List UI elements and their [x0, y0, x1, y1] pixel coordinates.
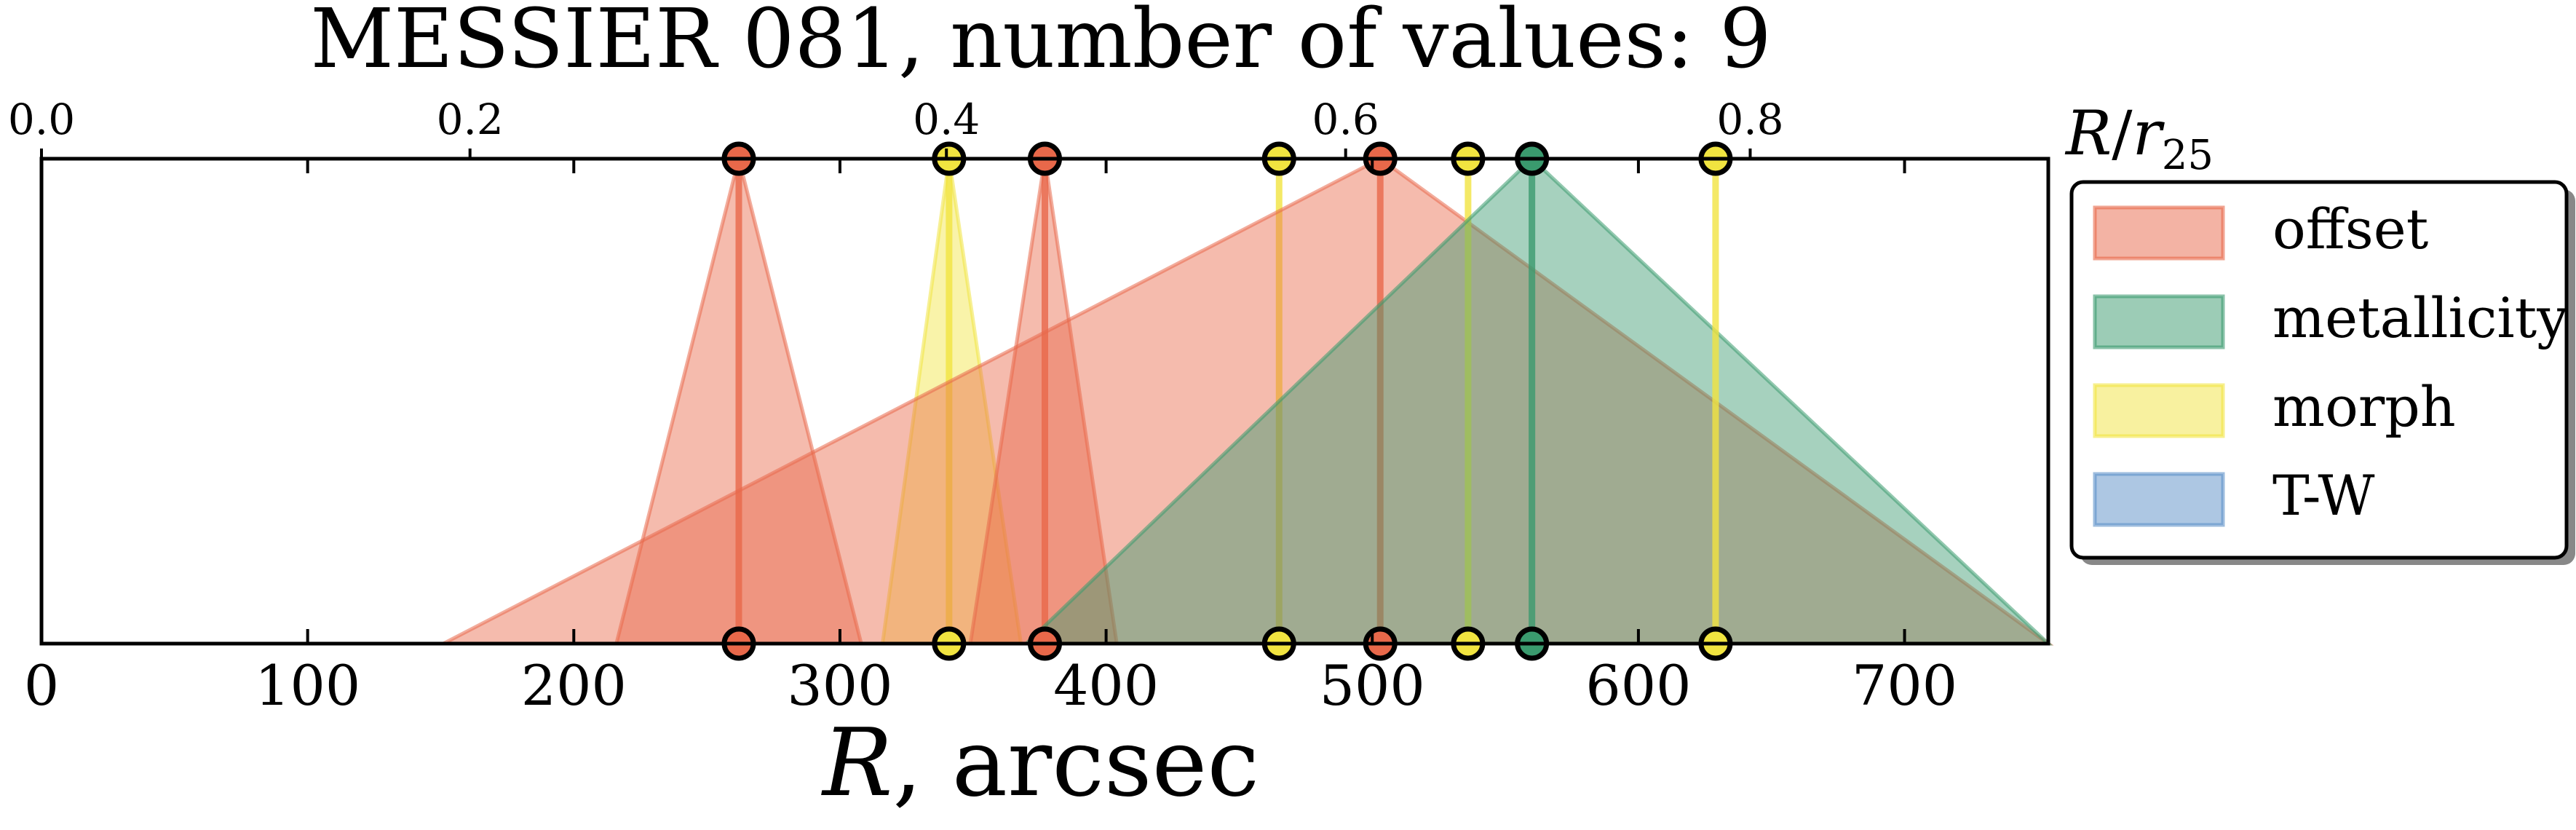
legend-label-offset: offset [2272, 197, 2428, 261]
x-tick-label-7: 700 [1852, 653, 1957, 718]
legend-swatch-morph [2093, 383, 2225, 438]
x-tick-label-4: 400 [1053, 653, 1159, 718]
chart-title: MESSIER 081, number of values: 9 [310, 0, 1771, 87]
legend-box [2069, 180, 2569, 560]
top-tick-label-1: 0.2 [437, 95, 504, 144]
top-tick-label-3: 0.6 [1312, 95, 1379, 144]
legend-swatch-offset [2093, 205, 2225, 261]
top-tick-label-4: 0.8 [1716, 95, 1783, 144]
x-tick-label-3: 300 [787, 653, 892, 718]
x-tick-label-1: 100 [255, 653, 360, 718]
plot-area-frame [39, 157, 2050, 646]
legend-label-T-W: T-W [2272, 463, 2375, 528]
x-axis-label: R, arcsec [821, 709, 1259, 818]
x-tick-label-0: 0 [24, 653, 59, 718]
top-axis: 0.0 0.2 0.4 0.6 0.8 [8, 95, 1784, 159]
legend-swatch-T-W [2093, 472, 2225, 527]
x-tick-label-6: 600 [1585, 653, 1691, 718]
legend-label-morph: morph [2272, 374, 2456, 439]
top-axis-label: R/r25 [2064, 98, 2214, 179]
top-tick-label-2: 0.4 [913, 95, 980, 144]
x-tick-label-2: 200 [521, 653, 627, 718]
x-tick-label-5: 500 [1320, 653, 1425, 718]
legend: offset metallicity morph T-W [2069, 180, 2575, 565]
legend-swatch-metallicity [2093, 294, 2225, 349]
triangles-layer [442, 156, 2054, 646]
top-tick-label-0: 0.0 [8, 95, 75, 144]
bottom-axis: 0 100 200 300 400 500 600 700 [24, 159, 1957, 718]
legend-label-metallicity: metallicity [2272, 285, 2568, 350]
